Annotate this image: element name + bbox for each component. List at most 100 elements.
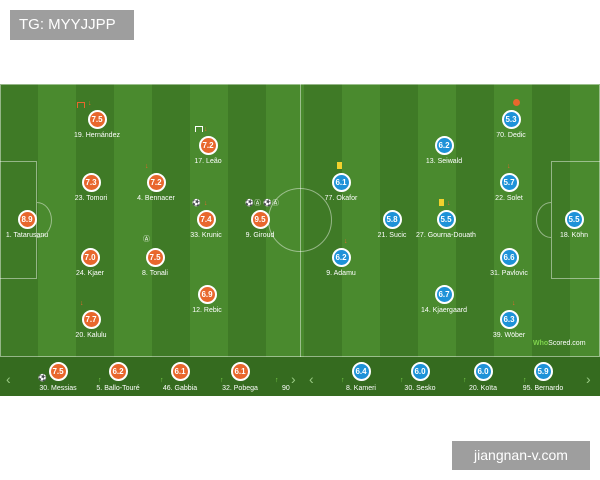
player-label: 4. Bennacer xyxy=(137,195,175,202)
player-rating: 6.6 xyxy=(499,248,519,267)
home-player[interactable]: 7.2 4. Bennacer ↓ xyxy=(96,163,216,213)
player-rating: 6.1 xyxy=(230,362,250,381)
yellow-card-icon xyxy=(337,162,342,169)
down-arrow-icon: ↓ xyxy=(447,200,451,207)
player-rating: 6.0 xyxy=(410,362,430,381)
player-label: 23. Tomori xyxy=(74,195,108,202)
up-arrow-icon: ↑ xyxy=(463,377,467,384)
player-rating: 7.4 xyxy=(196,210,216,229)
down-arrow-icon: ↓ xyxy=(507,163,511,170)
away-player[interactable]: 6.2 13. Seiwald xyxy=(384,136,504,176)
player-label: 33. Krunic xyxy=(190,232,222,239)
down-arrow-icon: ↓ xyxy=(204,126,208,133)
player-label: 95. Bernardo xyxy=(522,385,564,392)
player-rating: 5.8 xyxy=(382,210,402,229)
player-rating: 6.2 xyxy=(331,248,351,267)
down-arrow-icon: ↓ xyxy=(204,200,208,207)
home-player[interactable]: 7.5 19. Hernández ↓ xyxy=(37,100,157,150)
home-sub[interactable]: 6.1 32. Pobega ↑ xyxy=(200,357,280,396)
home-player[interactable]: 7.3 23. Tomori xyxy=(31,173,151,213)
down-arrow-icon: ↓ xyxy=(145,163,149,170)
player-rating: 5.3 xyxy=(501,110,521,129)
up-arrow-icon: ↑ xyxy=(341,377,345,384)
player-rating: 7.5 xyxy=(87,110,107,129)
player-rating: 5.7 xyxy=(499,173,519,192)
player-rating: 5.5 xyxy=(436,210,456,229)
captain-icon xyxy=(77,102,85,108)
away-sub[interactable]: 6.0 30. Sesko ↑ xyxy=(380,357,460,396)
away-sub[interactable]: 5.9 95. Bernardo ↑ xyxy=(503,357,583,396)
away-player[interactable]: 5.5 27. Gourna-Douath ↓ xyxy=(386,199,506,250)
player-rating: 7.3 xyxy=(81,173,101,192)
watermark-top: TG: MYYJJPP xyxy=(10,10,134,40)
player-rating: 6.3 xyxy=(499,310,519,329)
player-rating: 6.0 xyxy=(473,362,493,381)
player-rating: 7.2 xyxy=(198,136,218,155)
player-label: 9. Giroud xyxy=(245,232,275,239)
down-arrow-icon: ↓ xyxy=(344,238,348,245)
player-label: 46. Gabbia xyxy=(162,385,198,392)
up-arrow-icon: ↑ xyxy=(400,377,404,384)
player-rating: 6.2 xyxy=(434,136,454,155)
up-arrow-icon: ↑ xyxy=(220,377,224,384)
away-player[interactable]: 6.3 39. Wöber ↓ xyxy=(449,300,569,350)
player-rating: 5.9 xyxy=(533,362,553,381)
player-label: 30. Messias xyxy=(39,385,77,392)
home-player[interactable]: 9.5 9. Giroud ⚽ Ⓐ ⚽ Ⓐ xyxy=(200,200,320,250)
player-rating: 6.2 xyxy=(108,362,128,381)
chevron-right-icon[interactable]: › xyxy=(586,371,591,387)
home-player[interactable]: 7.4 33. Krunic ⚽ ↓ xyxy=(146,200,266,250)
player-rating: 8.9 xyxy=(17,210,37,229)
player-rating: 6.1 xyxy=(331,173,351,192)
player-rating: 7.5 xyxy=(145,248,165,267)
home-player[interactable]: 6.9 12. Rebic xyxy=(147,285,267,325)
home-player[interactable]: 7.5 8. Tonali Ⓐ xyxy=(95,236,215,288)
player-label: 20. Kalulu xyxy=(75,332,107,339)
substitutes-bar: ‹ 7.5 30. Messias ⚽ 6.2 5. Ballo-Touré ↑… xyxy=(0,357,600,396)
player-rating: 9.5 xyxy=(250,210,270,229)
up-arrow-icon: ↑ xyxy=(160,377,164,384)
home-sub[interactable]: 6.2 5. Ballo-Touré ↑ xyxy=(78,357,158,396)
home-sub[interactable]: 7.5 30. Messias ⚽ xyxy=(18,357,98,396)
home-player[interactable]: 7.2 17. Leão ↓ xyxy=(148,126,268,176)
pitch: 7.5 19. Hernández ↓ 7.2 17. Leão ↓ 7.3 2… xyxy=(0,84,600,357)
player-label: 12. Rebic xyxy=(192,307,222,314)
player-label: 31. Pavlovic xyxy=(490,270,528,277)
down-arrow-icon: ↓ xyxy=(88,100,92,107)
away-player[interactable]: 6.7 14. Kjaergaard xyxy=(384,285,504,325)
ball-icon: ⚽ xyxy=(245,200,254,207)
player-label: 24. Kjaer xyxy=(75,270,105,277)
player-label: 30. Sesko xyxy=(404,385,436,392)
away-player[interactable]: 6.2 9. Adamu ↓ xyxy=(281,238,401,288)
home-player[interactable]: 7.0 24. Kjaer xyxy=(30,248,150,288)
assist-icon: Ⓐ xyxy=(143,236,150,243)
chevron-right-icon[interactable]: › xyxy=(291,371,296,387)
away-player[interactable]: 5.8 21. Sucic xyxy=(332,210,452,250)
away-player[interactable]: 5.3 70. Dedic xyxy=(451,99,571,150)
home-player[interactable]: 7.7 20. Kalulu ↓ xyxy=(31,300,151,350)
home-sub[interactable]: 6.1 46. Gabbia ↑ xyxy=(140,357,220,396)
away-player[interactable]: 6.1 77. Okafor xyxy=(281,162,401,213)
away-player[interactable]: 5.7 22. Solet ↓ xyxy=(449,163,569,213)
chevron-left-icon[interactable]: ‹ xyxy=(6,371,11,387)
player-label: 19. Hernández xyxy=(74,132,120,139)
player-rating: 6.1 xyxy=(170,362,190,381)
away-player[interactable]: 5.5 18. Köhn xyxy=(514,210,600,250)
player-label: 5. Ballo-Touré xyxy=(96,385,140,392)
player-rating: 7.5 xyxy=(48,362,68,381)
player-rating: 6.7 xyxy=(434,285,454,304)
away-sub[interactable]: 6.4 8. Kameri ↑ xyxy=(321,357,401,396)
player-label: 77. Okafor xyxy=(324,195,358,202)
away-player[interactable]: 6.6 31. Pavlovic xyxy=(449,248,569,288)
chevron-left-icon[interactable]: ‹ xyxy=(309,371,314,387)
watermark-bottom: jiangnan-v.com xyxy=(452,441,590,470)
ball-icon: ⚽ xyxy=(38,375,47,382)
left-penalty-area xyxy=(0,161,37,279)
away-sub[interactable]: 6.0 20. Koïta ↑ xyxy=(443,357,523,396)
captain-icon xyxy=(195,126,203,132)
player-label: 8. Kameri xyxy=(346,385,376,392)
player-label: 21. Sucic xyxy=(377,232,407,239)
home-player[interactable]: 8.9 1. Tatarusanu xyxy=(0,210,87,250)
player-rating: 7.0 xyxy=(80,248,100,267)
down-arrow-icon: ↓ xyxy=(512,300,516,307)
